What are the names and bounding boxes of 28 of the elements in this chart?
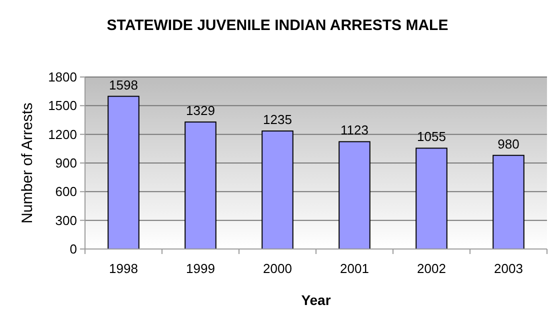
data-label: 1055	[417, 129, 446, 144]
x-tick-label: 1999	[186, 261, 215, 276]
x-tick-label: 2000	[263, 261, 292, 276]
x-tick-label: 2002	[417, 261, 446, 276]
y-tick-label: 300	[55, 212, 77, 228]
bar	[262, 130, 294, 250]
bar	[338, 141, 370, 250]
x-axis-title: Year	[301, 292, 332, 308]
chart-title: STATEWIDE JUVENILE INDIAN ARRESTS MALE	[106, 17, 448, 34]
bar	[416, 148, 448, 250]
bar	[184, 122, 216, 250]
y-tick-label: 900	[55, 156, 77, 171]
data-label: 1598	[109, 77, 138, 92]
y-tick-label: 1800	[48, 70, 77, 85]
y-tick-label: 0	[70, 242, 77, 257]
y-tick-label: 600	[55, 184, 77, 200]
x-tick-label: 1998	[109, 261, 138, 276]
data-label: 980	[498, 136, 520, 152]
y-tick-label: 1200	[48, 126, 77, 142]
x-tick-label: 2003	[494, 261, 523, 276]
data-label: 1123	[340, 122, 368, 138]
y-tick-label: 1500	[48, 98, 77, 114]
data-label: 1329	[186, 103, 215, 118]
bar	[492, 154, 524, 250]
bar	[108, 96, 140, 250]
y-axis-title: Number of Arrests	[19, 102, 36, 224]
x-tick-label: 2001	[340, 261, 369, 276]
data-label: 1235	[263, 112, 292, 127]
